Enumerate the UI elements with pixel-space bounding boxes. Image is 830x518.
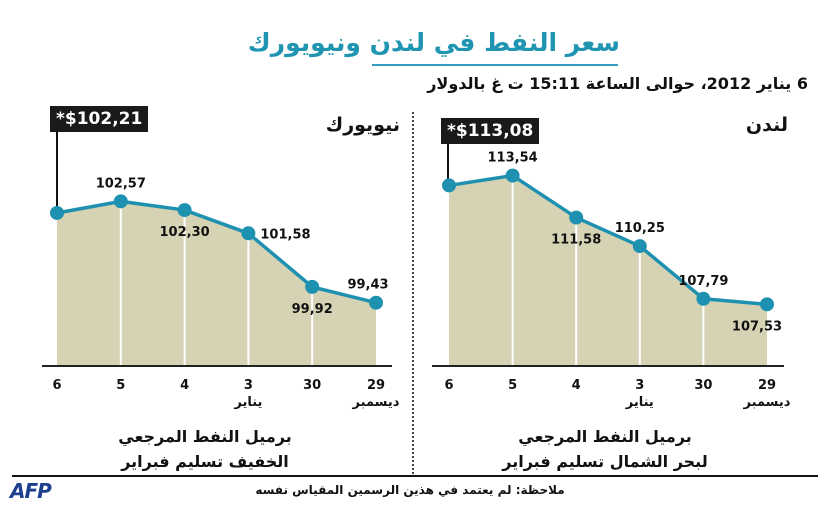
afp-logo: AFP — [10, 479, 52, 503]
callout-leader-new-york — [56, 132, 58, 207]
panel-label-new-york: نيويورك — [325, 114, 400, 136]
data-label: 113,54 — [488, 151, 538, 166]
data-label: 102,57 — [96, 176, 146, 191]
callout-leader-london — [447, 144, 449, 186]
footer-rule — [12, 475, 818, 477]
data-label: 107,53 — [732, 319, 782, 334]
x-tick-label: 6 — [444, 378, 454, 393]
x-month-label: ديسمبر — [352, 395, 400, 410]
area-fill-london — [449, 175, 767, 365]
data-point — [760, 297, 774, 312]
x-tick-label: 6 — [52, 378, 62, 393]
description-line-2: لبحر الشمال تسليم فبراير — [502, 452, 708, 471]
chart-subtitle: 6 يناير 2012، حوالى الساعة 15:11 ت غ بال… — [427, 74, 808, 93]
x-tick-label: 29 — [757, 378, 777, 393]
data-label: 101,58 — [260, 227, 310, 242]
x-month-label: يناير — [625, 395, 654, 410]
x-tick-label: 5 — [116, 378, 126, 393]
x-tick-label: 30 — [694, 378, 713, 393]
x-tick-label: 4 — [180, 378, 190, 393]
baseline-london — [432, 365, 784, 367]
panel-divider — [412, 112, 414, 474]
chart-title: سعر النفط في لندن ونيويورك — [247, 28, 620, 57]
data-point — [505, 168, 520, 183]
baseline-new-york — [42, 365, 392, 367]
data-point — [369, 295, 383, 310]
data-point — [177, 203, 192, 218]
description-london: برميل النفط المرجعي لبحر الشمال تسليم فب… — [460, 424, 750, 474]
x-tick-label: 3 — [635, 378, 645, 393]
callout-london: *$113,08 — [441, 118, 540, 144]
data-label: 110,25 — [615, 221, 665, 236]
footnote: ملاحظة: لم يعتمد في هذين الرسمين المقياس… — [255, 483, 565, 497]
title-underline — [372, 64, 618, 66]
series-line-london — [448, 173, 768, 307]
x-tick-label: 5 — [508, 378, 518, 393]
x-tick-label: 4 — [571, 378, 581, 393]
data-point — [632, 239, 647, 254]
data-label: 99,92 — [292, 302, 333, 317]
description-line-1: برميل النفط المرجعي — [518, 427, 692, 446]
callout-new-york: *$102,21 — [50, 106, 149, 132]
data-label: 111,58 — [551, 233, 601, 248]
series-line-new-york — [56, 199, 377, 305]
data-point — [696, 291, 711, 306]
x-month-label: ديسمبر — [743, 395, 791, 410]
data-point — [113, 194, 128, 209]
data-point — [50, 205, 64, 220]
x-month-label: يناير — [234, 395, 263, 410]
data-point — [241, 226, 256, 241]
data-point — [305, 279, 320, 294]
description-new-york: برميل النفط المرجعي الخفيف تسليم فبراير — [60, 424, 350, 474]
x-tick-label: 29 — [366, 378, 386, 393]
data-label: 107,79 — [678, 274, 728, 289]
data-label: 102,30 — [160, 225, 210, 240]
data-point — [569, 210, 584, 225]
data-point — [442, 178, 456, 193]
description-line-2: الخفيف تسليم فبراير — [121, 452, 289, 471]
x-tick-label: 3 — [243, 378, 253, 393]
panel-label-london: لندن — [745, 114, 788, 136]
area-fill-new-york — [57, 201, 376, 365]
description-line-1: برميل النفط المرجعي — [118, 427, 292, 446]
x-tick-label: 30 — [303, 378, 322, 393]
data-label: 99,43 — [347, 278, 388, 293]
